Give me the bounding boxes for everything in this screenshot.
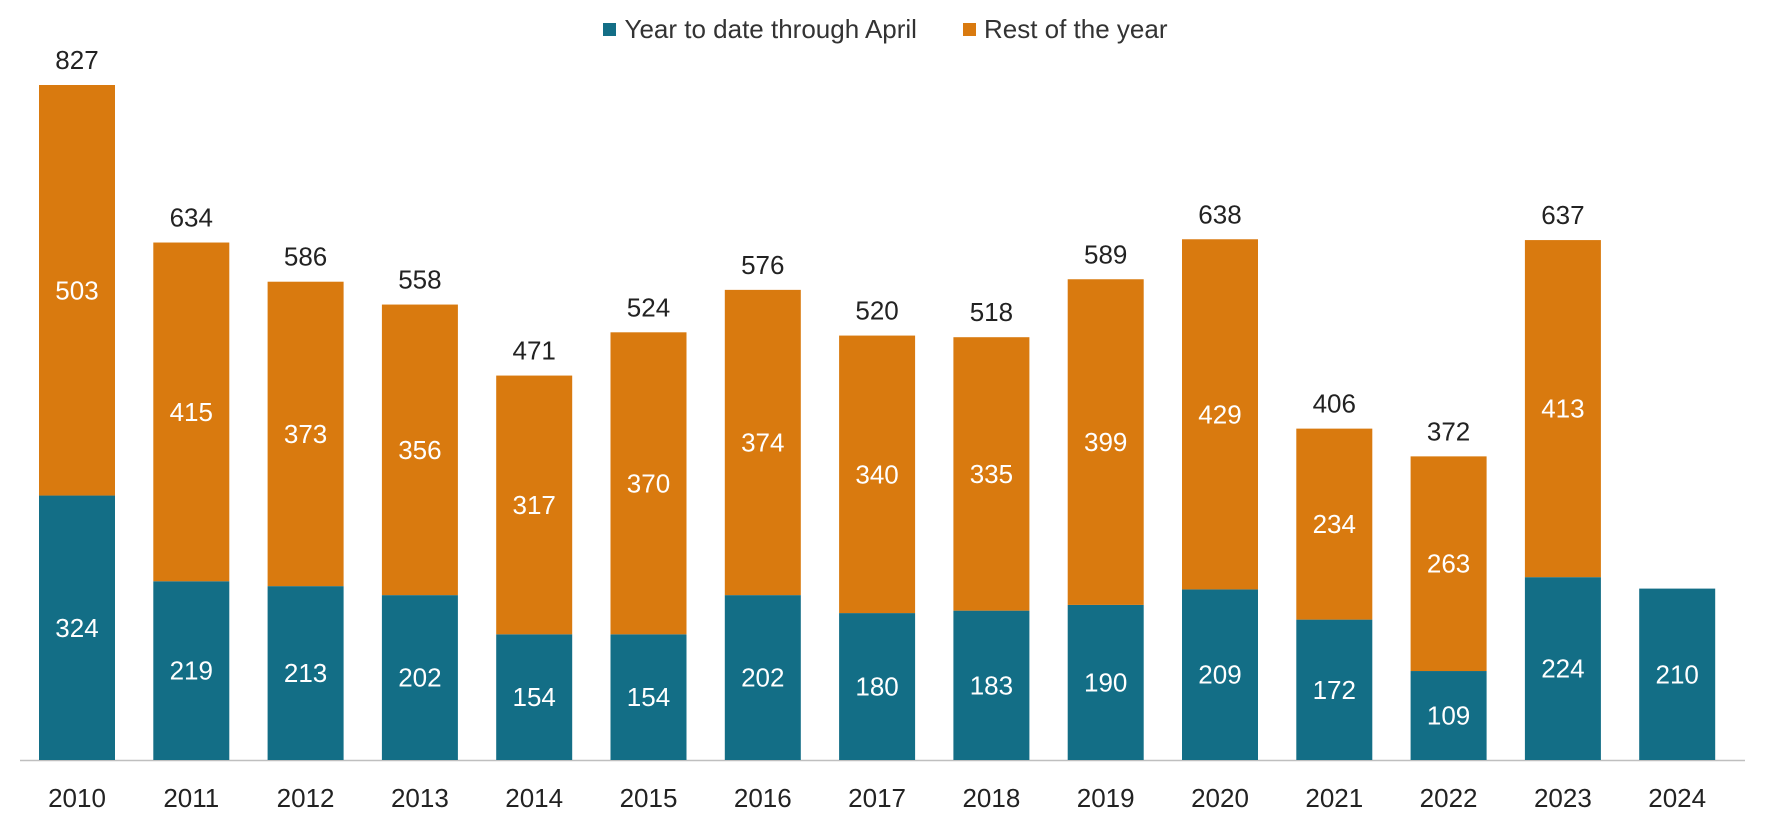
x-tick-label-2020: 2020 <box>1191 783 1249 813</box>
x-tick-label-2022: 2022 <box>1420 783 1478 813</box>
bar-rest-2013 <box>381 304 458 596</box>
x-tick-label-2024: 2024 <box>1648 783 1706 813</box>
data-label-ytd-2019: 190 <box>1084 667 1127 697</box>
x-tick-label-2023: 2023 <box>1534 783 1592 813</box>
total-label-2015: 524 <box>627 292 670 322</box>
data-label-rest-2017: 340 <box>855 459 898 489</box>
data-label-ytd-2018: 183 <box>970 670 1013 700</box>
total-label-2020: 638 <box>1198 199 1241 229</box>
x-tick-label-2016: 2016 <box>734 783 792 813</box>
bar-ytd-2019 <box>1067 604 1144 760</box>
data-label-ytd-2012: 213 <box>284 658 327 688</box>
x-tick-label-2021: 2021 <box>1305 783 1363 813</box>
x-tick-label-2019: 2019 <box>1077 783 1135 813</box>
total-label-2017: 520 <box>855 296 898 326</box>
bar-rest-2017 <box>839 335 916 614</box>
total-label-2018: 518 <box>970 297 1013 327</box>
data-label-ytd-2014: 154 <box>513 682 556 712</box>
bar-ytd-2012 <box>267 586 344 760</box>
x-tick-label-2015: 2015 <box>620 783 678 813</box>
bar-ytd-2023 <box>1524 577 1601 760</box>
data-label-rest-2022: 263 <box>1427 549 1470 579</box>
legend-item-rest: Rest of the year <box>962 14 1168 45</box>
bar-rest-2023 <box>1524 240 1601 578</box>
data-label-ytd-2021: 172 <box>1313 675 1356 705</box>
total-label-2016: 576 <box>741 250 784 280</box>
bar-rest-2012 <box>267 281 344 587</box>
data-label-ytd-2015: 154 <box>627 682 670 712</box>
x-tick-label-2014: 2014 <box>505 783 563 813</box>
data-label-ytd-2020: 209 <box>1198 660 1241 690</box>
x-tick-label-2011: 2011 <box>163 783 219 813</box>
bar-ytd-2016 <box>724 595 801 760</box>
total-label-2021: 406 <box>1313 389 1356 419</box>
data-label-rest-2016: 374 <box>741 427 784 457</box>
data-label-rest-2010: 503 <box>55 275 98 305</box>
total-label-2023: 637 <box>1541 200 1584 230</box>
data-label-ytd-2011: 219 <box>170 656 213 686</box>
x-tick-label-2012: 2012 <box>277 783 335 813</box>
data-label-rest-2015: 370 <box>627 468 670 498</box>
bar-ytd-2014 <box>496 634 573 760</box>
legend: Year to date through April Rest of the y… <box>0 14 1771 45</box>
legend-swatch-ytd <box>603 23 617 36</box>
x-tick-label-2013: 2013 <box>391 783 449 813</box>
bar-ytd-2015 <box>610 634 687 760</box>
bar-ytd-2021 <box>1296 619 1373 760</box>
bar-ytd-2010 <box>39 495 115 760</box>
data-label-rest-2013: 356 <box>398 435 441 465</box>
data-label-rest-2018: 335 <box>970 459 1013 489</box>
total-label-2014: 471 <box>513 336 556 366</box>
bar-rest-2018 <box>953 337 1030 611</box>
data-label-rest-2023: 413 <box>1541 394 1584 424</box>
data-label-ytd-2023: 224 <box>1541 654 1584 684</box>
data-label-ytd-2016: 202 <box>741 663 784 693</box>
data-label-rest-2012: 373 <box>284 419 327 449</box>
data-label-ytd-2010: 324 <box>55 613 98 643</box>
total-label-2011: 634 <box>170 203 213 233</box>
bar-rest-2015 <box>610 332 687 635</box>
x-tick-label-2018: 2018 <box>962 783 1020 813</box>
data-label-rest-2021: 234 <box>1313 509 1356 539</box>
data-label-ytd-2017: 180 <box>855 672 898 702</box>
bar-ytd-2011 <box>153 581 230 760</box>
legend-item-ytd: Year to date through April <box>603 14 917 45</box>
data-label-rest-2014: 317 <box>513 490 556 520</box>
bar-ytd-2022 <box>1410 671 1487 760</box>
legend-swatch-rest <box>962 23 976 36</box>
data-label-rest-2020: 429 <box>1198 399 1241 429</box>
bar-ytd-2013 <box>381 595 458 760</box>
total-label-2012: 586 <box>284 242 327 272</box>
bar-ytd-2020 <box>1182 589 1258 760</box>
bar-rest-2011 <box>153 242 230 582</box>
data-label-ytd-2024: 210 <box>1656 659 1699 689</box>
legend-label-ytd: Year to date through April <box>624 14 917 44</box>
bar-rest-2021 <box>1296 428 1373 620</box>
data-label-ytd-2013: 202 <box>398 663 441 693</box>
bar-ytd-2024 <box>1639 588 1716 760</box>
bar-rest-2014 <box>496 375 573 635</box>
bar-ytd-2018 <box>953 610 1030 760</box>
bar-rest-2020 <box>1182 239 1258 590</box>
x-tick-label-2010: 2010 <box>48 783 106 813</box>
total-label-2022: 372 <box>1427 416 1470 446</box>
data-label-rest-2019: 399 <box>1084 427 1127 457</box>
bar-rest-2016 <box>724 289 801 596</box>
x-tick-label-2017: 2017 <box>848 783 906 813</box>
total-label-2013: 558 <box>398 265 441 295</box>
total-label-2019: 589 <box>1084 239 1127 269</box>
data-label-ytd-2022: 109 <box>1427 701 1470 731</box>
total-label-2010: 827 <box>55 45 98 75</box>
legend-label-rest: Rest of the year <box>983 14 1168 44</box>
bar-rest-2010 <box>39 85 115 496</box>
bar-rest-2022 <box>1410 456 1487 672</box>
data-label-rest-2011: 415 <box>170 397 213 427</box>
bar-rest-2019 <box>1067 279 1144 605</box>
bar-ytd-2017 <box>839 613 916 760</box>
